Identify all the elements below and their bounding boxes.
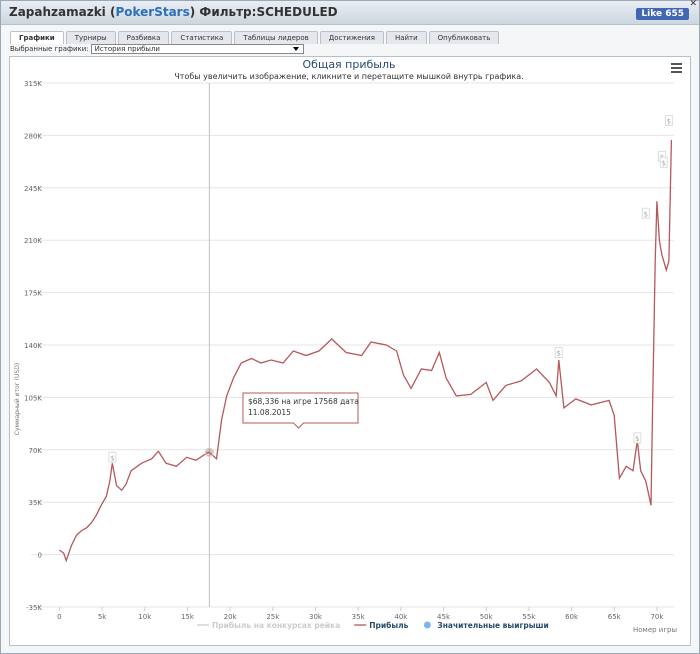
win-marker-box — [554, 346, 563, 358]
header: Zapahzamazki (PokerStars) Фильтр:SCHEDUL… — [1, 0, 699, 25]
win-marker: $ — [659, 156, 668, 168]
header-title: Zapahzamazki (PokerStars) Фильтр:SCHEDUL… — [9, 5, 338, 19]
x-tick-label: 10k — [138, 613, 152, 621]
win-marker-box — [664, 114, 673, 126]
x-tick-label: 55k — [522, 613, 536, 621]
chart-subtitle: Чтобы увеличить изображение, кликните и … — [174, 72, 523, 81]
selector-label: Выбранные графики: — [10, 45, 89, 53]
hover-point — [204, 447, 214, 457]
win-marker-label: $ — [557, 349, 561, 357]
chart-frame — [9, 56, 691, 646]
y-tick-label: 105K — [24, 394, 42, 402]
x-tick-label: 20k — [224, 613, 238, 621]
like-count: 655 — [665, 9, 684, 19]
x-axis-title: Номер игры — [633, 626, 677, 634]
tab[interactable]: Таблицы лидеров — [234, 31, 318, 44]
tab[interactable]: Опубликовать — [428, 31, 500, 44]
tab[interactable]: Достижения — [319, 31, 384, 44]
tooltip-text: 11.08.2015 — [248, 408, 291, 417]
x-tick-label: 60k — [565, 613, 579, 621]
win-marker: $ — [108, 451, 117, 463]
x-tick-label: 25k — [266, 613, 280, 621]
legend-item[interactable]: Прибыль — [354, 621, 409, 630]
y-tick-label: 280K — [24, 132, 42, 140]
win-marker: $ — [554, 346, 563, 358]
close-button[interactable]: ✕ — [689, 0, 697, 9]
menu-icon[interactable] — [671, 63, 682, 73]
tab[interactable]: Графики — [10, 31, 64, 44]
chart: Общая прибыль Чтобы увеличить изображени… — [9, 56, 691, 646]
win-marker-label: $ — [110, 454, 114, 462]
legend-symbol — [423, 621, 431, 629]
tab[interactable]: Статистика — [171, 31, 233, 44]
tabs: Графики Турниры Разбивка Статистика Таблицы … — [10, 25, 501, 44]
player-name: Zapahzamazki ( — [9, 5, 116, 19]
legend-item[interactable]: Значительные выигрыши — [423, 621, 549, 630]
y-tick-label: 175K — [24, 290, 42, 298]
like-button[interactable]: Like 655 — [636, 8, 689, 20]
tab[interactable]: Турниры — [65, 31, 116, 44]
x-tick-label: 70k — [650, 613, 664, 621]
win-marker-box — [659, 156, 668, 168]
tab[interactable]: Разбивка — [117, 31, 170, 44]
legend-label: Прибыль на конкурсах рейка — [212, 621, 340, 630]
x-tick-label: 5k — [98, 613, 107, 621]
x-tick-label: 45k — [437, 613, 451, 621]
y-tick-label: 210K — [24, 237, 42, 245]
win-marker: $ — [664, 114, 673, 126]
y-axis-title: Суммарный итог (USD) — [14, 363, 21, 435]
y-tick-label: 140K — [24, 342, 42, 350]
y-tick-label: 0 — [38, 552, 42, 560]
selector-dropdown[interactable]: История прибыли — [90, 44, 304, 54]
x-tick-label: 50k — [480, 613, 494, 621]
site-name: PokerStars — [115, 5, 190, 19]
x-tick-label: 0 — [57, 613, 61, 621]
x-tick-label: 35k — [352, 613, 366, 621]
win-marker-label: $ — [644, 210, 648, 218]
y-tick-label: 35K — [29, 499, 43, 507]
x-tick-label: 30k — [309, 613, 323, 621]
profit-line — [59, 139, 673, 563]
legend-label: Значительные выигрыши — [437, 621, 548, 630]
win-marker: $ — [633, 432, 642, 444]
y-tick-label: -35K — [26, 604, 42, 612]
tab[interactable]: Найти — [385, 31, 427, 44]
selector: Выбранные графики: История прибыли — [10, 44, 304, 54]
win-marker-box — [108, 451, 117, 463]
chart-title: Общая прибыль — [303, 58, 396, 71]
like-label: Like — [641, 9, 663, 19]
filter: ) Фильтр:SCHEDULED — [189, 5, 338, 19]
win-marker: $ — [641, 207, 650, 219]
win-marker-label: $ — [667, 117, 671, 125]
x-tick-label: 40k — [394, 613, 408, 621]
tooltip-text: $68,336 на игре 17568 дата — [248, 397, 359, 406]
legend-label: Прибыль — [369, 621, 408, 630]
x-tick-label: 65k — [608, 613, 622, 621]
y-tick-label: 245K — [24, 185, 42, 193]
win-marker-box — [633, 432, 642, 444]
win-marker-label: $ — [662, 159, 666, 167]
win-marker-box — [641, 207, 650, 219]
x-tick-label: 15k — [181, 613, 195, 621]
win-marker-label: $ — [635, 435, 639, 443]
tooltip-box — [242, 392, 359, 429]
y-tick-label: 70K — [29, 447, 43, 455]
legend-item[interactable]: Прибыль на конкурсах рейка — [197, 621, 340, 630]
y-tick-label: 315K — [24, 80, 42, 88]
